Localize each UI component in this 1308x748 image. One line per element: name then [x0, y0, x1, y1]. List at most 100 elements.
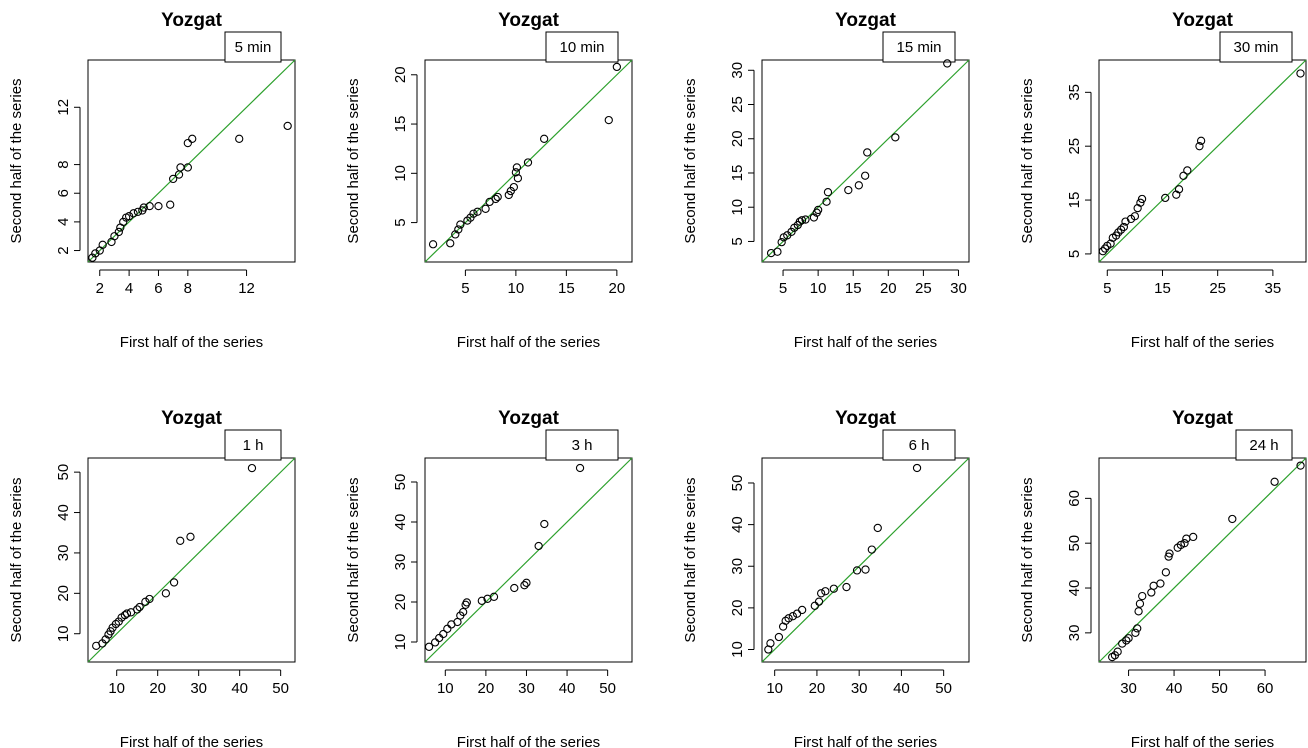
plot-frame — [87, 59, 296, 263]
data-point — [509, 182, 519, 192]
x-tick-label: 50 — [1211, 680, 1228, 697]
y-tick-label: 10 — [392, 165, 409, 182]
y-tick-label: 2 — [55, 246, 72, 254]
data-point — [1124, 634, 1133, 643]
data-point — [161, 589, 171, 598]
y-tick-label: 50 — [1066, 535, 1083, 552]
x-tick-label: 50 — [935, 680, 952, 697]
data-point — [860, 171, 870, 180]
y-tick-label: 30 — [1066, 625, 1083, 642]
data-point — [283, 121, 292, 131]
chart-title: Yozgat — [498, 10, 560, 31]
chart-title: Yozgat — [1172, 408, 1234, 429]
x-tick-label: 20 — [478, 680, 495, 697]
data-point — [523, 158, 533, 167]
x-tick-label: 25 — [1209, 280, 1226, 297]
data-point — [1179, 171, 1188, 180]
data-point — [101, 635, 110, 644]
x-tick-label: 12 — [238, 280, 255, 297]
y-tick-label: 12 — [55, 99, 72, 116]
x-tick-label: 20 — [609, 280, 626, 297]
y-tick-label: 30 — [392, 554, 409, 571]
data-point — [766, 639, 775, 648]
y-tick-label: 20 — [392, 66, 409, 83]
x-tick-label: 50 — [272, 680, 289, 697]
y-tick-label: 20 — [729, 600, 746, 617]
x-tick-label: 40 — [231, 680, 248, 697]
data-point — [1296, 69, 1305, 78]
y-tick-label: 10 — [729, 641, 746, 658]
data-point — [188, 134, 197, 143]
data-point — [1113, 647, 1122, 656]
y-tick-label: 50 — [392, 474, 409, 491]
data-point — [943, 59, 952, 68]
duration-box — [545, 31, 619, 63]
chart-title: Yozgat — [161, 408, 223, 429]
chart-panel: Yozgat 3 h 10 20 30 40 50 First half of the ser… — [345, 408, 633, 748]
data-point — [1189, 532, 1198, 542]
x-tick-label: 20 — [149, 680, 166, 697]
y-tick-label: 5 — [1066, 250, 1083, 258]
data-point — [1180, 539, 1189, 548]
y-tick-label: 50 — [55, 464, 72, 481]
x-tick-label: 25 — [915, 280, 932, 297]
data-point — [462, 598, 471, 607]
chart-panel: Yozgat 10 min 5 10 15 20 First half of the ser… — [345, 10, 633, 351]
y-tick-label: 40 — [1066, 580, 1083, 597]
data-point — [481, 204, 490, 213]
data-point — [1156, 579, 1165, 588]
data-point — [867, 545, 876, 554]
y-tick-label: 5 — [392, 218, 409, 226]
chart-panel: Yozgat 24 h 30 40 50 60 First half of the seri… — [1019, 408, 1307, 748]
data-point — [1130, 212, 1140, 221]
chart-panel: Yozgat 5 min 2 4 6 8 12 First half of the serie… — [8, 10, 296, 351]
data-point — [1106, 239, 1115, 248]
duration-box — [882, 31, 956, 63]
data-point — [863, 148, 872, 157]
data-point — [91, 249, 100, 258]
data-point — [114, 227, 123, 237]
data-point — [504, 190, 513, 200]
data-point — [829, 584, 838, 593]
data-point — [861, 565, 870, 574]
reference-line — [1098, 457, 1307, 663]
data-point — [111, 619, 121, 629]
y-tick-label: 15 — [729, 165, 746, 182]
data-point — [1122, 636, 1131, 645]
data-point — [430, 638, 440, 647]
y-tick-label: 6 — [55, 189, 72, 197]
y-tick-label: 10 — [729, 199, 746, 216]
data-point — [1134, 607, 1143, 616]
data-point — [813, 205, 823, 215]
x-tick-label: 8 — [184, 280, 192, 297]
data-point — [511, 168, 521, 177]
x-axis-label: First half of the series — [794, 334, 937, 351]
y-axis-label: Second half of the series — [1019, 78, 1036, 243]
data-point — [1195, 142, 1204, 151]
data-point — [443, 624, 452, 633]
duration-label: 24 h — [1249, 437, 1278, 454]
data-point — [912, 463, 922, 473]
chart-panel: Yozgat 30 min 5 15 25 35 First half of the ser… — [1019, 10, 1307, 351]
data-point — [510, 583, 519, 593]
data-point — [1174, 185, 1184, 194]
data-point — [124, 212, 134, 221]
x-tick-label: 10 — [108, 680, 125, 697]
data-point — [1138, 591, 1147, 601]
data-point — [891, 133, 900, 142]
y-tick-label: 20 — [729, 130, 746, 147]
data-point — [797, 216, 807, 225]
data-point — [145, 201, 154, 211]
y-tick-label: 30 — [729, 62, 746, 79]
chart-title: Yozgat — [1172, 10, 1234, 31]
plot-frame — [424, 59, 633, 263]
data-point — [1119, 222, 1128, 232]
x-tick-label: 5 — [779, 280, 787, 297]
y-tick-label: 40 — [729, 516, 746, 533]
y-tick-label: 60 — [1066, 490, 1083, 507]
data-point — [540, 519, 549, 529]
y-axis-label: Second half of the series — [345, 477, 362, 642]
data-point — [773, 247, 782, 256]
data-point — [1114, 228, 1123, 237]
